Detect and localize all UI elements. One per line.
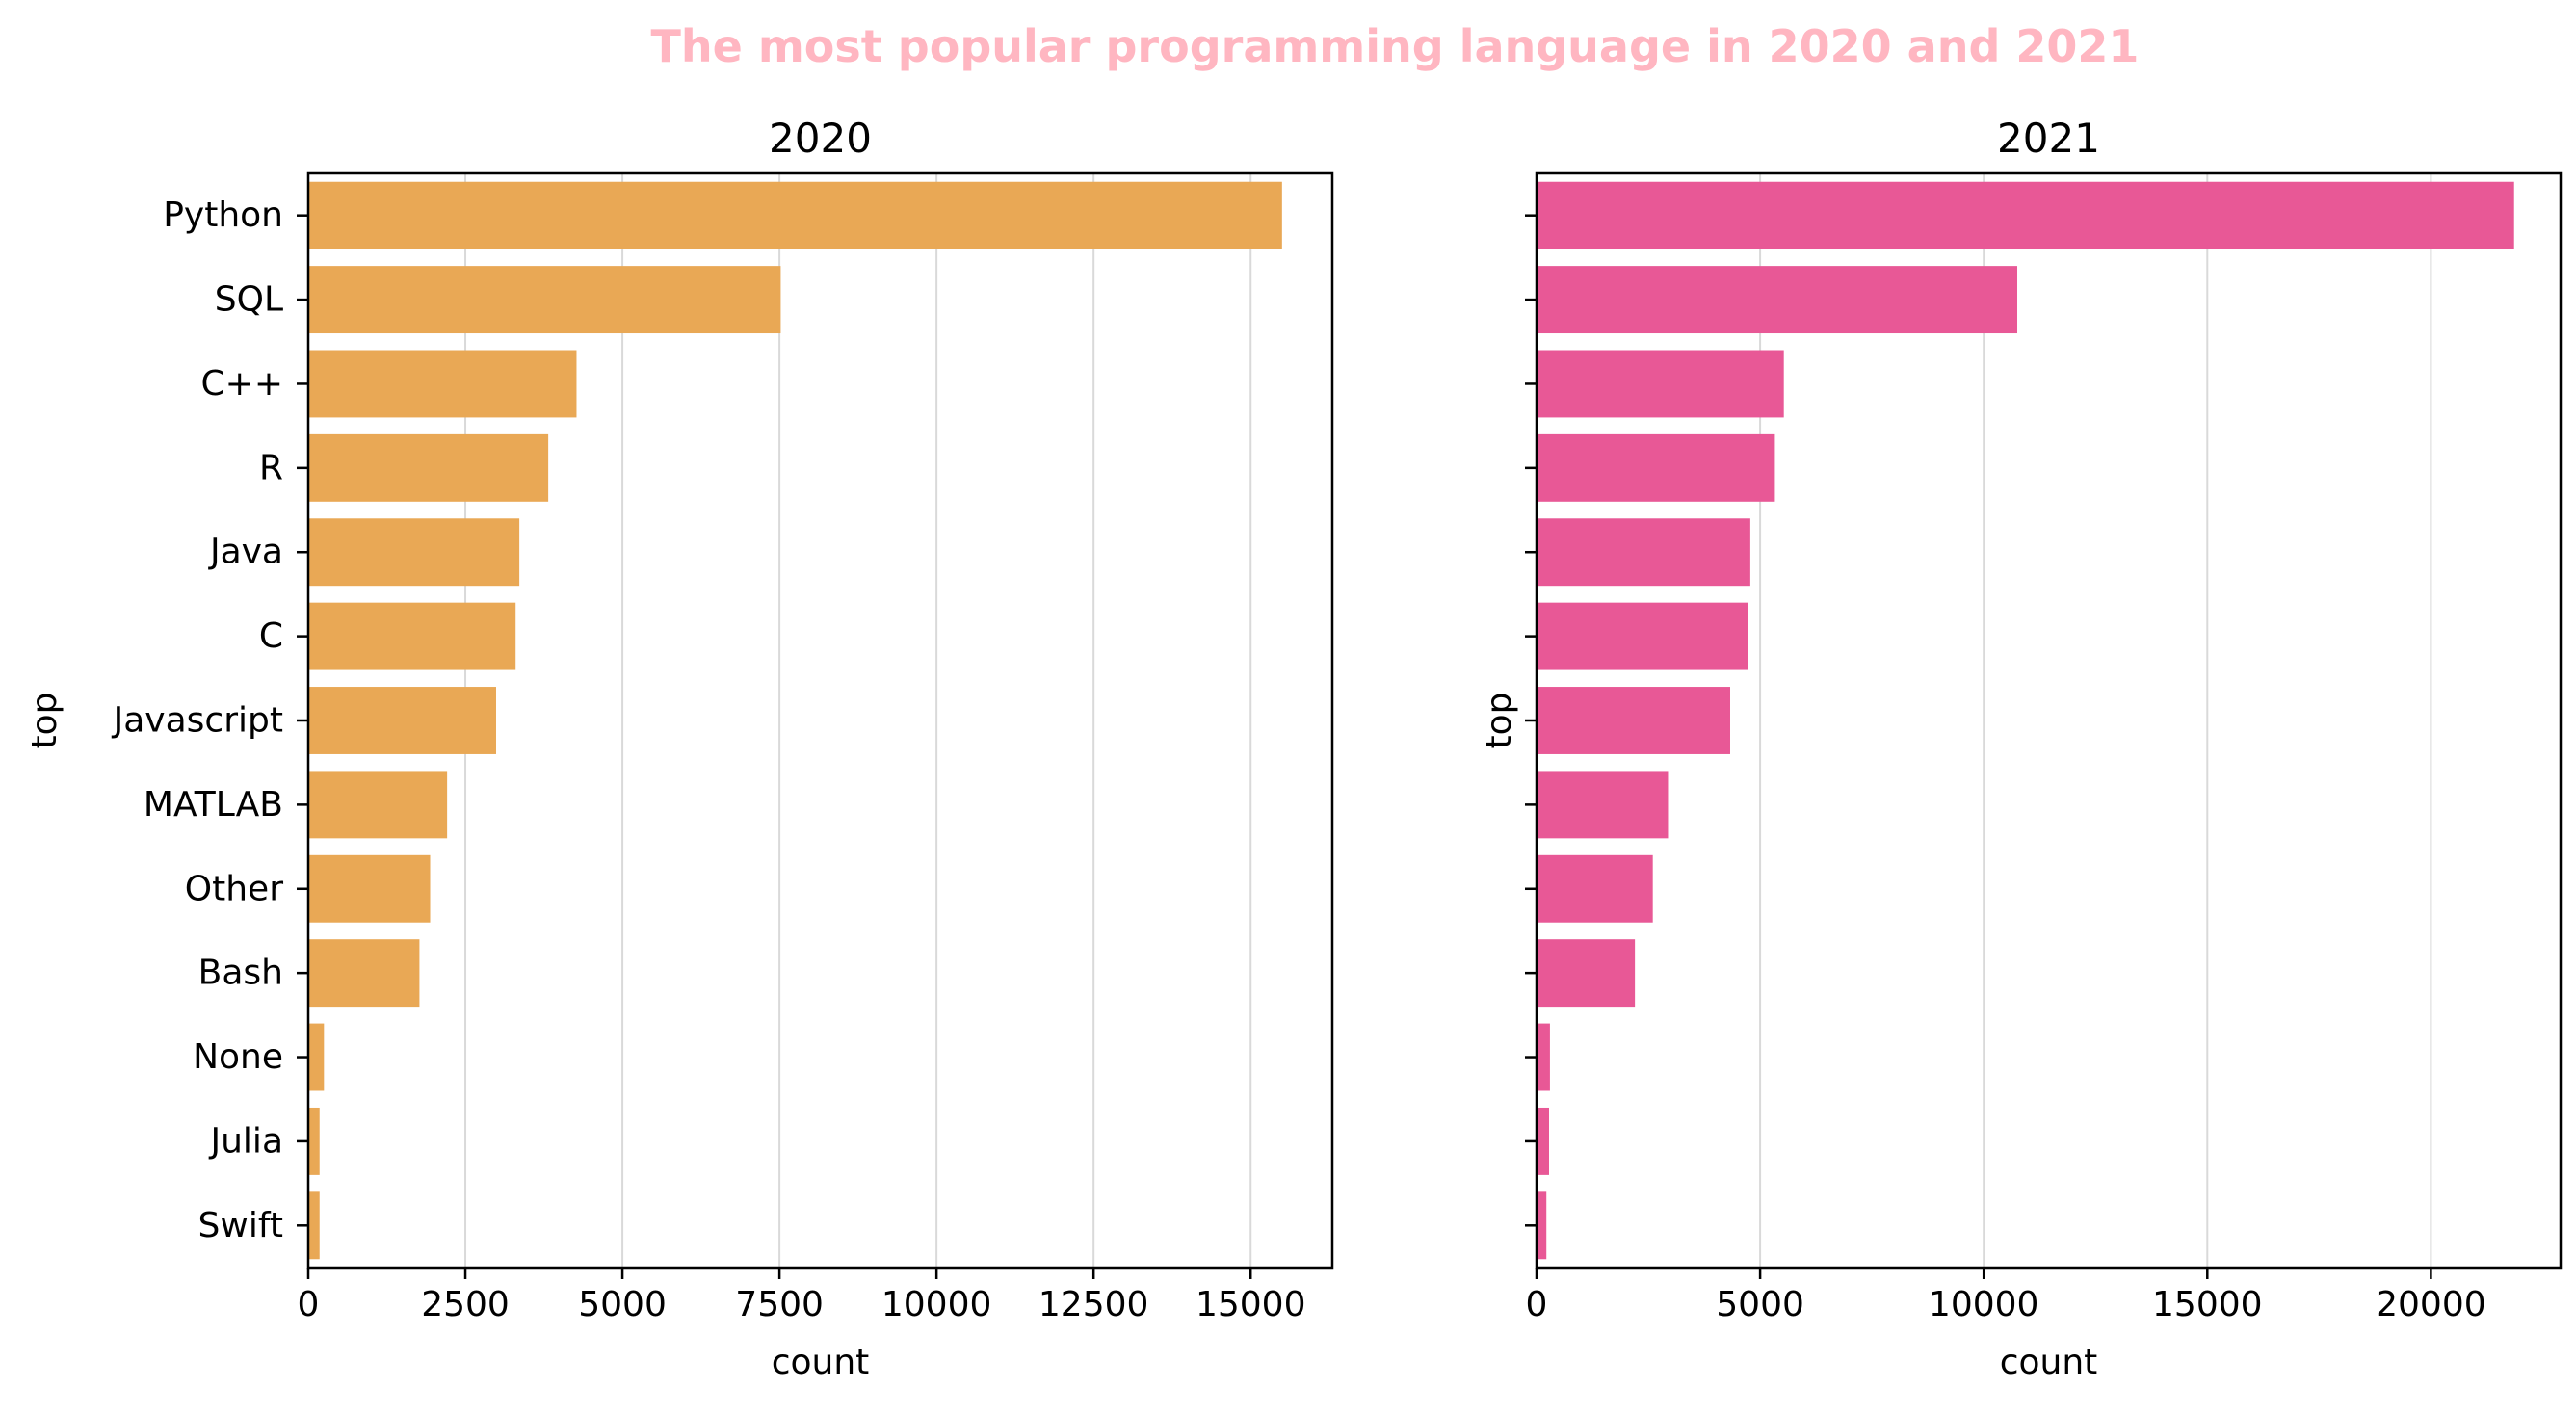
x-tick-label: 20000 <box>2376 1285 2486 1324</box>
y-tick-label-python: Python <box>163 196 283 235</box>
bar-none <box>308 1023 325 1091</box>
y-tick-label-sql: SQL <box>215 280 283 320</box>
bar-r <box>308 433 549 502</box>
bar-other <box>308 854 431 923</box>
y-tick-label-r: R <box>259 448 283 487</box>
bar-matlab <box>1537 771 1669 839</box>
bar-c <box>308 602 516 670</box>
bar-java <box>308 518 520 587</box>
bar-cplusplus <box>1537 350 1784 418</box>
chart-2020: Python SQL C++ R Java C Javascript MATLAB Other B… <box>25 115 1334 1382</box>
bar-python <box>1537 181 2514 249</box>
bar-swift <box>308 1191 320 1260</box>
x-tick-label: 10000 <box>881 1285 992 1324</box>
x-axis-label: count <box>2000 1343 2098 1382</box>
x-tick-label: 2500 <box>421 1285 510 1324</box>
y-tick-label-other: Other <box>185 869 283 908</box>
y-tick-label-java: Java <box>208 533 283 572</box>
bar-sql <box>308 266 781 334</box>
bar-c <box>1537 602 1748 670</box>
x-tick-label: 5000 <box>1716 1285 1804 1324</box>
bar-java <box>1537 518 1750 587</box>
chart-title: 2021 <box>1997 115 2100 162</box>
y-tick-label-matlab: MATLAB <box>144 785 283 825</box>
bar-none <box>1537 1023 1550 1091</box>
chart-title: 2020 <box>769 115 872 162</box>
bar-r <box>1537 433 1775 502</box>
bar-sql <box>1537 266 2018 334</box>
figure-title: The most popular programming language in… <box>651 20 2140 72</box>
bar-bash <box>308 939 420 1008</box>
x-tick-label: 5000 <box>578 1285 667 1324</box>
x-tick-label: 15000 <box>1196 1285 1306 1324</box>
x-tick-label: 10000 <box>1929 1285 2039 1324</box>
x-tick-label: 12500 <box>1038 1285 1149 1324</box>
bar-bash <box>1537 939 1636 1008</box>
x-axis-label: count <box>772 1343 870 1382</box>
bar-javascript <box>308 687 496 754</box>
x-tick-label: 0 <box>298 1285 320 1324</box>
y-axis-label: top <box>1480 693 1519 749</box>
y-axis-label: top <box>25 693 65 749</box>
y-tick-label-none: None <box>193 1037 283 1077</box>
chart-2021: 0 5000 10000 15000 20000 2021 count top <box>1480 115 2563 1382</box>
bar-other <box>1537 854 1653 923</box>
bar-cplusplus <box>308 350 577 418</box>
x-tick-label: 7500 <box>735 1285 824 1324</box>
bar-julia <box>308 1107 320 1175</box>
bar-matlab <box>308 771 448 839</box>
bar-julia <box>1537 1107 1549 1175</box>
bar-javascript <box>1537 687 1730 754</box>
y-tick-label-c: C <box>259 616 283 656</box>
x-tick-label: 15000 <box>2152 1285 2263 1324</box>
y-tick-label-javascript: Javascript <box>112 701 283 741</box>
y-tick-label-bash: Bash <box>198 954 283 993</box>
bar-swift <box>1537 1191 1547 1260</box>
y-tick-label-julia: Julia <box>209 1121 284 1161</box>
bar-python <box>308 181 1282 249</box>
x-tick-label: 0 <box>1526 1285 1548 1324</box>
y-tick-label-swift: Swift <box>198 1206 283 1245</box>
y-tick-label-cplusplus: C++ <box>201 364 283 404</box>
